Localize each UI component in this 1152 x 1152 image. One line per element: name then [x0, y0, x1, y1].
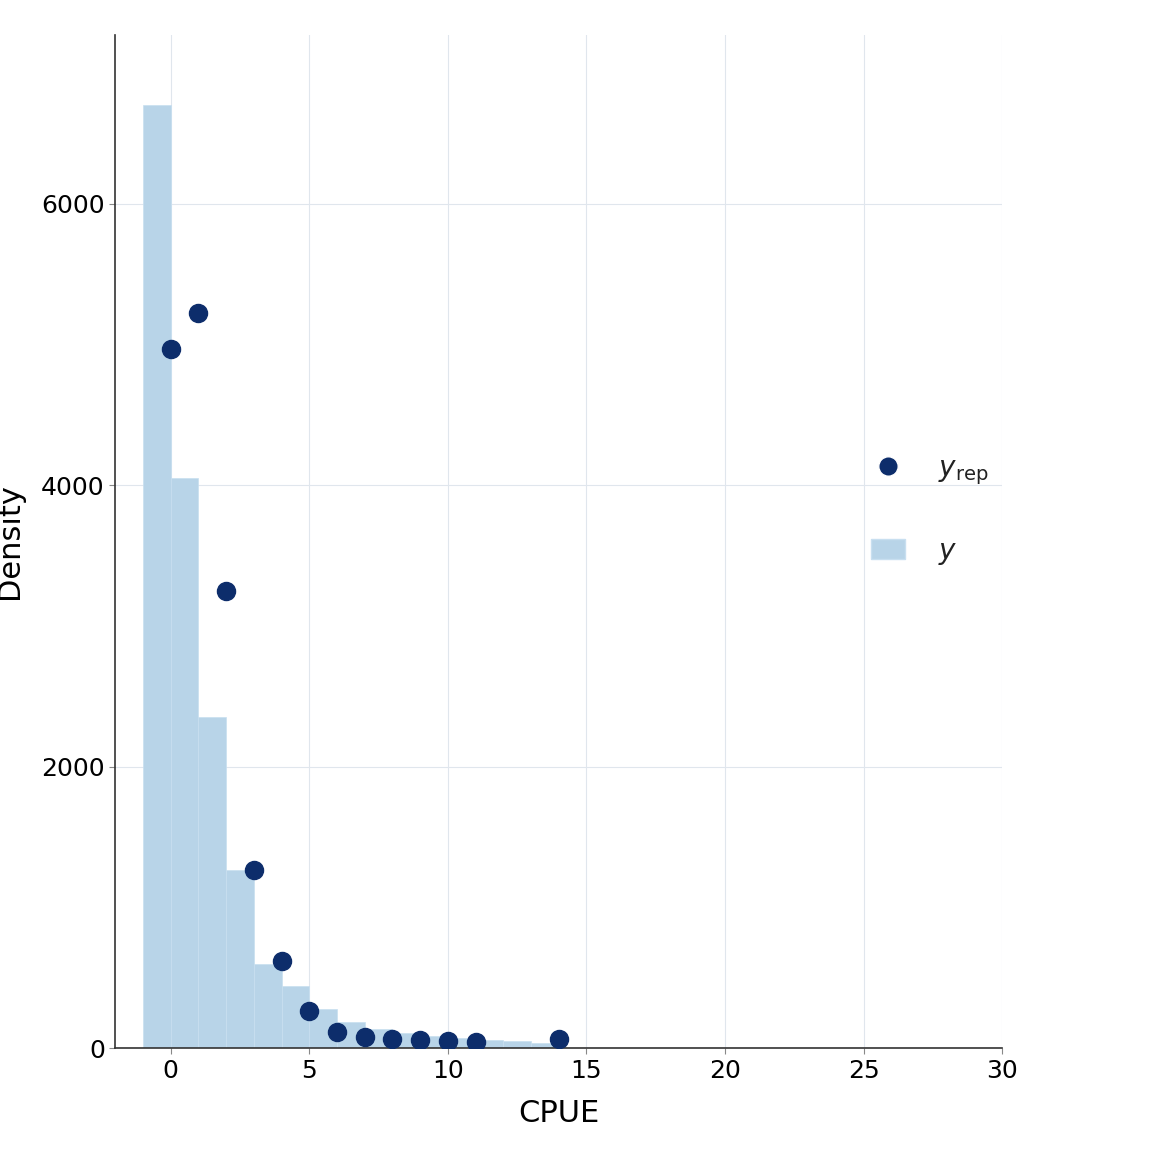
Y-axis label: Density: Density	[0, 484, 24, 599]
Legend: $y_{\mathrm{rep}}$, $y$: $y_{\mathrm{rep}}$, $y$	[871, 454, 988, 567]
Bar	[476, 1040, 503, 1048]
Bar	[531, 1043, 559, 1048]
Bar	[309, 1009, 338, 1048]
Bar	[281, 986, 309, 1048]
Bar	[365, 1029, 393, 1048]
Bar	[253, 964, 281, 1048]
Bar	[393, 1033, 420, 1048]
Bar	[198, 718, 226, 1048]
Bar	[170, 478, 198, 1048]
Bar	[226, 870, 253, 1048]
Bar	[448, 1038, 476, 1048]
Bar	[336, 1022, 365, 1048]
Bar	[143, 105, 170, 1048]
X-axis label: CPUE: CPUE	[518, 1099, 599, 1129]
Bar	[420, 1036, 448, 1048]
Bar	[503, 1041, 531, 1048]
